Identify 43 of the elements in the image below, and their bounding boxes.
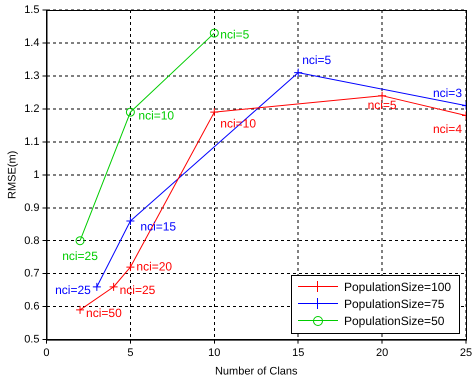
x-tick-label: 0 <box>43 347 50 360</box>
annotation: nci=5 <box>220 27 250 42</box>
annotation: nci=5 <box>302 52 332 67</box>
point <box>210 28 219 38</box>
y-tick-label: 1.1 <box>24 136 40 148</box>
annotation: nci=10 <box>138 108 174 122</box>
x-tick-label: 5 <box>127 347 134 360</box>
annotation: nci=4 <box>432 122 462 136</box>
x-tick-label: 15 <box>292 347 304 360</box>
annotation: nci=5 <box>368 98 397 112</box>
point <box>210 108 219 117</box>
x-tick-label: 25 <box>460 347 472 360</box>
annotation: nci=25 <box>62 249 98 264</box>
legend-label: PopulationSize=75 <box>344 297 444 312</box>
y-tick-label: 0.9 <box>24 202 40 214</box>
y-tick-label: 0.8 <box>24 234 40 247</box>
annotation: nci=20 <box>136 259 172 274</box>
y-tick-label: 1 <box>33 168 40 181</box>
y-axis-title: RMSE(m) <box>6 150 19 199</box>
y-tick-label: 0.6 <box>24 300 40 313</box>
x-axis-title: Number of Clans <box>214 365 298 378</box>
y-tick-label: 0.5 <box>24 334 40 346</box>
y-tick-label: 0.7 <box>24 268 40 280</box>
point <box>92 282 102 292</box>
y-tick-label: 1.2 <box>24 102 40 115</box>
y-tick-label: 1.3 <box>24 70 40 82</box>
annotation: nci=50 <box>86 306 122 320</box>
annotation: nci=3 <box>432 86 462 100</box>
point <box>109 282 118 292</box>
x-tick-label: 20 <box>376 347 388 360</box>
point <box>126 108 135 117</box>
annotation: nci=25 <box>120 283 156 298</box>
point <box>76 236 85 246</box>
point <box>294 68 303 78</box>
point <box>126 262 135 272</box>
x-tick-label: 10 <box>208 347 220 360</box>
y-tick-label: 1.5 <box>24 4 40 16</box>
annotation: nci=25 <box>55 283 92 298</box>
legend-label: PopulationSize=100 <box>344 280 452 294</box>
y-tick-label: 1.4 <box>24 36 40 49</box>
legend-label: PopulationSize=50 <box>344 314 444 328</box>
point <box>126 216 135 226</box>
point <box>76 305 85 314</box>
